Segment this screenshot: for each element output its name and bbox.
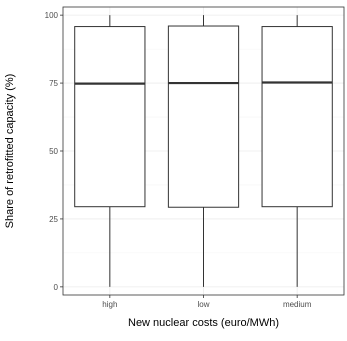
x-axis-ticks: high low medium	[102, 295, 312, 309]
y-axis-ticks: 0 25 50 75 100	[45, 11, 63, 292]
y-tick-label: 50	[49, 147, 58, 156]
box-iqr	[167, 25, 240, 208]
x-tick-label: medium	[283, 300, 312, 309]
box-medium	[261, 15, 333, 287]
box-low	[167, 15, 240, 287]
x-axis-title: New nuclear costs (euro/MWh)	[128, 317, 279, 329]
box-iqr	[261, 26, 333, 208]
box-iqr	[74, 26, 146, 208]
y-axis-title: Share of retrofitted capacity (%)	[4, 74, 16, 229]
y-tick-label: 100	[45, 11, 59, 20]
x-tick-label: low	[197, 300, 209, 309]
y-tick-label: 75	[49, 79, 58, 88]
y-tick-label: 0	[54, 283, 59, 292]
x-tick-label: high	[102, 300, 117, 309]
y-tick-label: 25	[49, 215, 58, 224]
boxes	[74, 15, 333, 287]
box-high	[74, 15, 146, 287]
